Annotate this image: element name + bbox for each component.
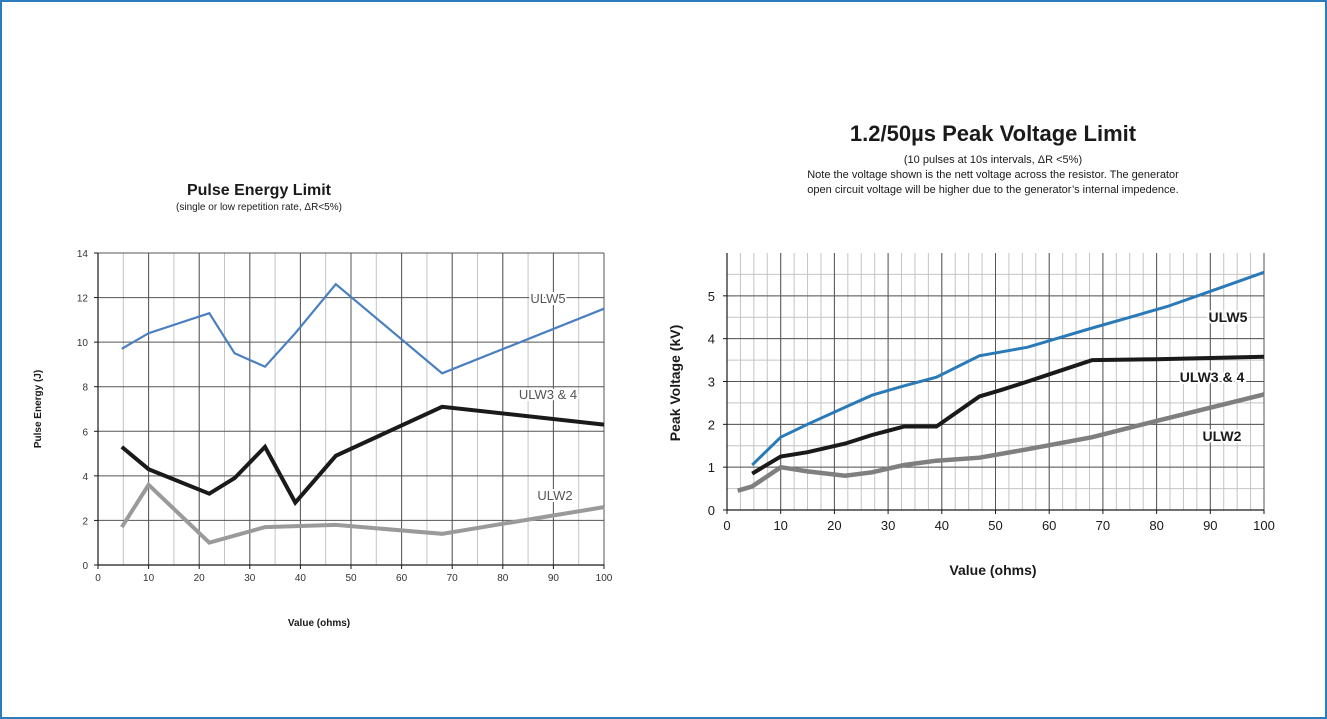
right-x-tick-label: 100	[1253, 518, 1275, 533]
right-series-label-ulw2: ULW2	[1203, 428, 1242, 444]
left-x-tick-label: 40	[295, 573, 307, 584]
right-series-label-ulw3-4: ULW3 & 4	[1180, 369, 1245, 385]
right-series-ulw3-4-line	[751, 354, 1265, 476]
right-x-tick-label: 0	[723, 518, 730, 533]
left-x-tick-label: 100	[596, 573, 613, 584]
left-x-tick-label: 20	[194, 573, 206, 584]
left-series-ulw2-line	[120, 481, 605, 545]
left-series-ulw5-line	[121, 282, 605, 375]
left-series-label-ulw3-4: ULW3 & 4	[519, 387, 577, 402]
left-series-ulw3-4-line	[120, 404, 605, 507]
left-x-tick-label: 90	[548, 573, 560, 584]
right-chart-subtitle: (10 pulses at 10s intervals, ΔR <5%)	[904, 154, 1082, 166]
left-y-axis-label: Pulse Energy (J)	[33, 370, 44, 448]
left-x-tick-label: 30	[244, 573, 256, 584]
right-x-axis-label: Value (ohms)	[949, 562, 1036, 578]
left-x-tick-label: 80	[497, 573, 509, 584]
left-y-tick-label: 12	[77, 294, 89, 305]
left-x-tick-label: 70	[447, 573, 459, 584]
left-y-tick-label: 8	[82, 383, 88, 394]
left-y-tick-label: 6	[82, 427, 88, 438]
left-y-tick-label: 10	[77, 338, 89, 349]
right-y-tick-label: 4	[708, 332, 715, 347]
left-x-axis-label: Value (ohms)	[288, 618, 350, 629]
right-y-tick-label: 1	[708, 460, 715, 475]
right-x-tick-label: 20	[827, 518, 841, 533]
right-series-ulw2-line	[737, 392, 1265, 493]
right-x-tick-label: 30	[881, 518, 895, 533]
left-series-label-ulw5: ULW5	[530, 291, 565, 306]
right-chart-note-line1: Note the voltage shown is the nett volta…	[807, 169, 1179, 181]
left-x-tick-label: 10	[143, 573, 155, 584]
right-y-axis-label: Peak Voltage (kV)	[667, 325, 683, 441]
left-series-label-ulw2: ULW2	[537, 488, 572, 503]
left-x-tick-label: 60	[396, 573, 408, 584]
left-x-tick-label: 0	[95, 573, 101, 584]
right-y-tick-label: 5	[708, 289, 715, 304]
right-x-tick-label: 60	[1042, 518, 1056, 533]
right-chart-title: 1.2/50µs Peak Voltage Limit	[850, 121, 1137, 146]
left-y-tick-label: 2	[82, 516, 88, 527]
right-x-tick-label: 50	[988, 518, 1002, 533]
right-y-tick-label: 2	[708, 417, 715, 432]
right-x-tick-label: 80	[1149, 518, 1163, 533]
left-chart-title: Pulse Energy Limit	[187, 182, 332, 199]
right-y-tick-label: 3	[708, 375, 715, 390]
right-x-tick-label: 10	[773, 518, 787, 533]
right-series-label-ulw5: ULW5	[1209, 309, 1248, 325]
left-y-tick-label: 4	[82, 472, 88, 483]
right-x-tick-label: 40	[935, 518, 949, 533]
right-y-tick-label: 0	[708, 503, 715, 518]
left-chart-subtitle: (single or low repetition rate, ΔR<5%)	[176, 202, 342, 213]
right-series-ulw5-line	[751, 270, 1265, 467]
left-y-tick-label: 0	[82, 561, 88, 572]
left-y-tick-label: 14	[77, 249, 89, 260]
right-x-tick-label: 70	[1096, 518, 1110, 533]
left-x-tick-label: 50	[345, 573, 357, 584]
right-chart-note-line2: open circuit voltage will be higher due …	[807, 184, 1178, 196]
right-x-tick-label: 90	[1203, 518, 1217, 533]
